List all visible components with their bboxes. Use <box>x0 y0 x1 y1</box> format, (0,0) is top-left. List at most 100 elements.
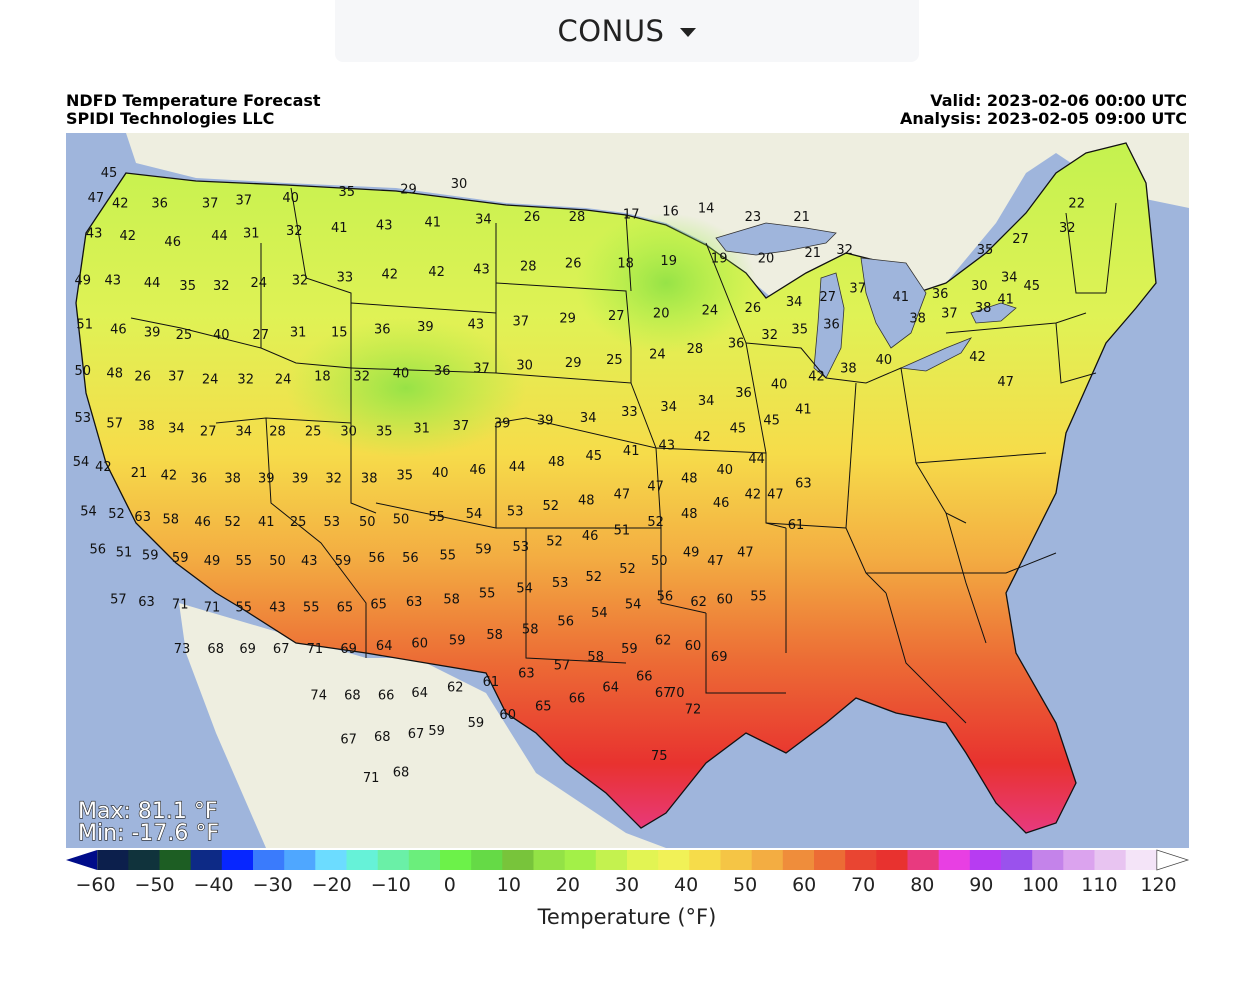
map-value-label: 60 <box>717 592 734 607</box>
map-value-label: 39 <box>494 416 511 431</box>
map-value-label: 39 <box>258 471 275 486</box>
map-value-label: 37 <box>849 282 866 297</box>
map-value-label: 33 <box>337 271 354 286</box>
map-value-label: 75 <box>651 749 668 764</box>
lake-huron <box>860 257 927 349</box>
map-value-label: 63 <box>406 595 423 610</box>
map-value-label: 57 <box>554 658 571 673</box>
map-value-label: 54 <box>73 455 90 470</box>
map-value-label: 68 <box>374 730 391 745</box>
map-value-label: 37 <box>168 370 185 385</box>
map-value-label: 41 <box>425 216 442 231</box>
map-value-label: 46 <box>582 529 599 544</box>
colorbar-tick-label: −30 <box>253 874 293 896</box>
mexico-landmass <box>179 603 666 848</box>
map-value-label: 37 <box>513 315 530 330</box>
map-value-label: 52 <box>586 570 603 585</box>
map-value-labels: 45 47 42 36 37 37 40 35 29 30 43 42 46 44 31 32 41 43 41 34… <box>73 166 1085 786</box>
colorbar-segment <box>315 850 348 870</box>
map-value-label: 58 <box>163 513 180 528</box>
map-value-label: 36 <box>735 386 752 401</box>
map-value-label: 49 <box>204 554 221 569</box>
map-value-label: 55 <box>479 587 496 602</box>
map-value-label: 56 <box>557 614 574 629</box>
map-value-label: 23 <box>745 210 762 225</box>
map-value-label: 43 <box>301 554 318 569</box>
colorbar-segment <box>1032 850 1064 870</box>
analysis-time: Analysis: 2023-02-05 09:00 UTC <box>899 109 1187 128</box>
map-value-label: 28 <box>569 210 586 225</box>
map-value-label: 63 <box>518 667 535 682</box>
map-value-label: 42 <box>694 430 711 445</box>
colorbar-segment <box>221 850 254 870</box>
map-value-label: 35 <box>339 185 356 200</box>
map-value-label: 53 <box>507 504 524 519</box>
map-value-label: 44 <box>144 276 161 291</box>
map-value-label: 37 <box>453 419 470 434</box>
map-value-label: 47 <box>997 375 1014 390</box>
map-value-label: 45 <box>101 166 118 181</box>
colorbar-tick-label: 80 <box>910 874 934 896</box>
map-title: NDFD Temperature Forecast <box>66 91 321 110</box>
map-value-label: 48 <box>681 471 698 486</box>
map-value-label: 25 <box>290 515 307 530</box>
colorbar-segment <box>658 850 690 870</box>
map-value-label: 26 <box>565 257 582 272</box>
map-value-label: 19 <box>660 254 677 269</box>
colorbar-segment <box>627 850 659 870</box>
map-value-label: 53 <box>75 411 92 426</box>
map-value-label: 54 <box>625 598 642 613</box>
map-value-label: 21 <box>793 210 810 225</box>
colorbar-segment <box>346 850 379 870</box>
colorbar-tick-label: 60 <box>792 874 816 896</box>
map-value-label: 55 <box>303 601 320 616</box>
map-value-label: 49 <box>683 546 700 561</box>
lake-superior <box>715 222 837 256</box>
map-value-label: 55 <box>236 601 253 616</box>
map-value-label: 71 <box>363 771 380 786</box>
map-value-label: 42 <box>745 488 762 503</box>
map-value-label: 38 <box>138 419 155 434</box>
map-value-label: 59 <box>335 554 352 569</box>
map-value-label: 59 <box>468 716 485 731</box>
map-value-label: 34 <box>660 400 677 415</box>
map-value-label: 50 <box>393 513 410 528</box>
map-value-label: 49 <box>75 273 92 288</box>
colorbar-segment <box>969 850 1002 870</box>
map-value-label: 47 <box>647 480 664 495</box>
colorbar-segment <box>66 850 98 870</box>
region-dropdown[interactable]: CONUS <box>335 0 919 62</box>
map-value-label: 74 <box>310 689 327 704</box>
map-value-label: 34 <box>698 394 715 409</box>
map-value-label: 20 <box>758 251 775 266</box>
map-value-label: 55 <box>236 554 253 569</box>
map-value-label: 32 <box>325 471 342 486</box>
map-value-label: 35 <box>179 279 196 294</box>
map-value-label: 24 <box>649 348 666 363</box>
map-value-label: 58 <box>486 628 503 643</box>
map-value-label: 43 <box>86 227 103 242</box>
colorbar-segment <box>440 850 472 870</box>
colorbar-segment <box>533 850 566 870</box>
map-value-label: 32 <box>353 370 370 385</box>
map-value-label: 28 <box>269 425 286 440</box>
map-value-label: 44 <box>748 452 765 467</box>
map-value-label: 43 <box>473 262 490 277</box>
map-value-label: 67 <box>655 686 672 701</box>
map-value-label: 40 <box>771 378 788 393</box>
lake-erie <box>899 337 973 372</box>
map-value-label: 66 <box>636 669 653 684</box>
map-value-label: 32 <box>213 279 230 294</box>
map-value-label: 26 <box>134 370 151 385</box>
map-value-label: 66 <box>569 691 586 706</box>
map-value-label: 71 <box>204 601 221 616</box>
map-value-label: 41 <box>623 444 640 459</box>
map-value-label: 43 <box>105 273 122 288</box>
map-value-label: 24 <box>275 372 292 387</box>
map-value-label: 20 <box>653 306 670 321</box>
map-value-label: 21 <box>805 246 822 261</box>
map-value-label: 69 <box>711 650 728 665</box>
map-value-label: 43 <box>468 317 485 332</box>
lake-ontario <box>970 302 1017 324</box>
map-value-label: 42 <box>808 370 825 385</box>
